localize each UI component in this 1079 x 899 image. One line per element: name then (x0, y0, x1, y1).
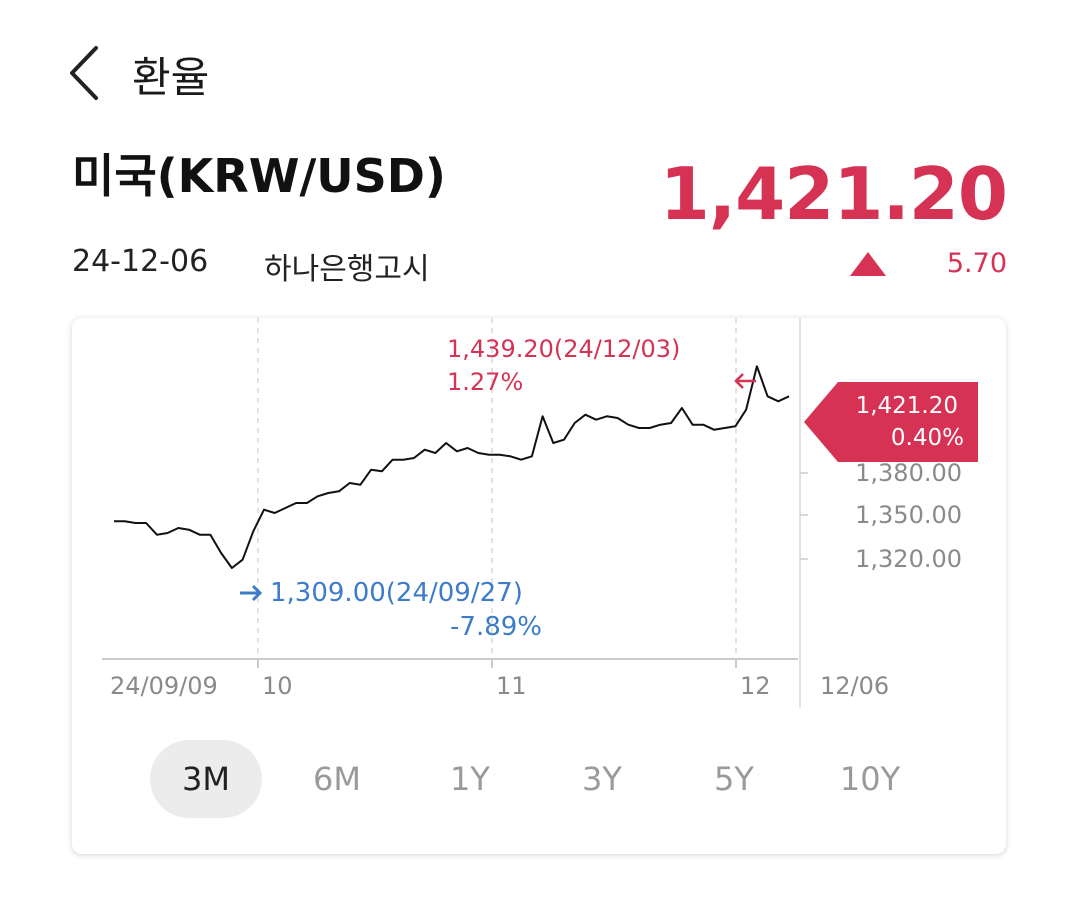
chart-card: 1,380.00 1,350.00 1,320.00 24/09/09 10 11 12 12… (72, 318, 1006, 854)
period-tab-3y[interactable]: 3Y (582, 760, 622, 798)
y-tick-label: 1,350.00 (855, 501, 962, 529)
period-tab-6m[interactable]: 6M (313, 760, 361, 798)
current-value-percent: 0.40% (891, 425, 964, 451)
exchange-rate-chart[interactable]: 1,380.00 1,350.00 1,320.00 24/09/09 10 11 12 12… (72, 318, 1006, 718)
exchange-rate-value: 1,421.20 (659, 152, 1008, 236)
period-tab-10y[interactable]: 10Y (839, 760, 901, 798)
x-tick-label: 10 (262, 672, 293, 700)
rate-change-value: 5.70 (946, 248, 1007, 279)
period-selector: 3M 6M 1Y 3Y 5Y 10Y (150, 740, 970, 818)
arrow-right-icon (240, 584, 263, 602)
y-tick-label: 1,380.00 (855, 459, 962, 487)
back-button[interactable] (62, 42, 112, 104)
rate-series-line (114, 365, 790, 569)
low-point-percent: -7.89% (450, 612, 542, 642)
x-tick-label: 12 (740, 672, 771, 700)
page-title: 환율 (132, 53, 210, 102)
x-tick-label: 11 (496, 672, 527, 700)
x-tick-label: 12/06 (820, 672, 889, 700)
up-triangle-icon (850, 252, 886, 276)
arrow-left-icon (734, 373, 756, 389)
current-value-label: 1,421.20 (856, 393, 958, 419)
current-value-flag: 1,421.20 0.40% (804, 382, 978, 462)
currency-name: 미국(KRW/USD) (72, 149, 446, 203)
low-point-label: 1,309.00(24/09/27) (270, 578, 523, 608)
header: 환율 (0, 0, 1079, 130)
high-point-label: 1,439.20(24/12/03) (447, 335, 680, 363)
period-tab-3m[interactable]: 3M (150, 740, 262, 818)
rate-date: 24-12-06 (72, 244, 209, 279)
period-tab-1y[interactable]: 1Y (450, 760, 490, 798)
rate-source: 하나은행고시 (264, 252, 430, 287)
chevron-left-icon (70, 46, 98, 100)
high-point-percent: 1.27% (447, 368, 523, 396)
x-tick-label: 24/09/09 (110, 672, 218, 700)
period-tab-5y[interactable]: 5Y (714, 760, 754, 798)
y-tick-label: 1,320.00 (855, 545, 962, 573)
